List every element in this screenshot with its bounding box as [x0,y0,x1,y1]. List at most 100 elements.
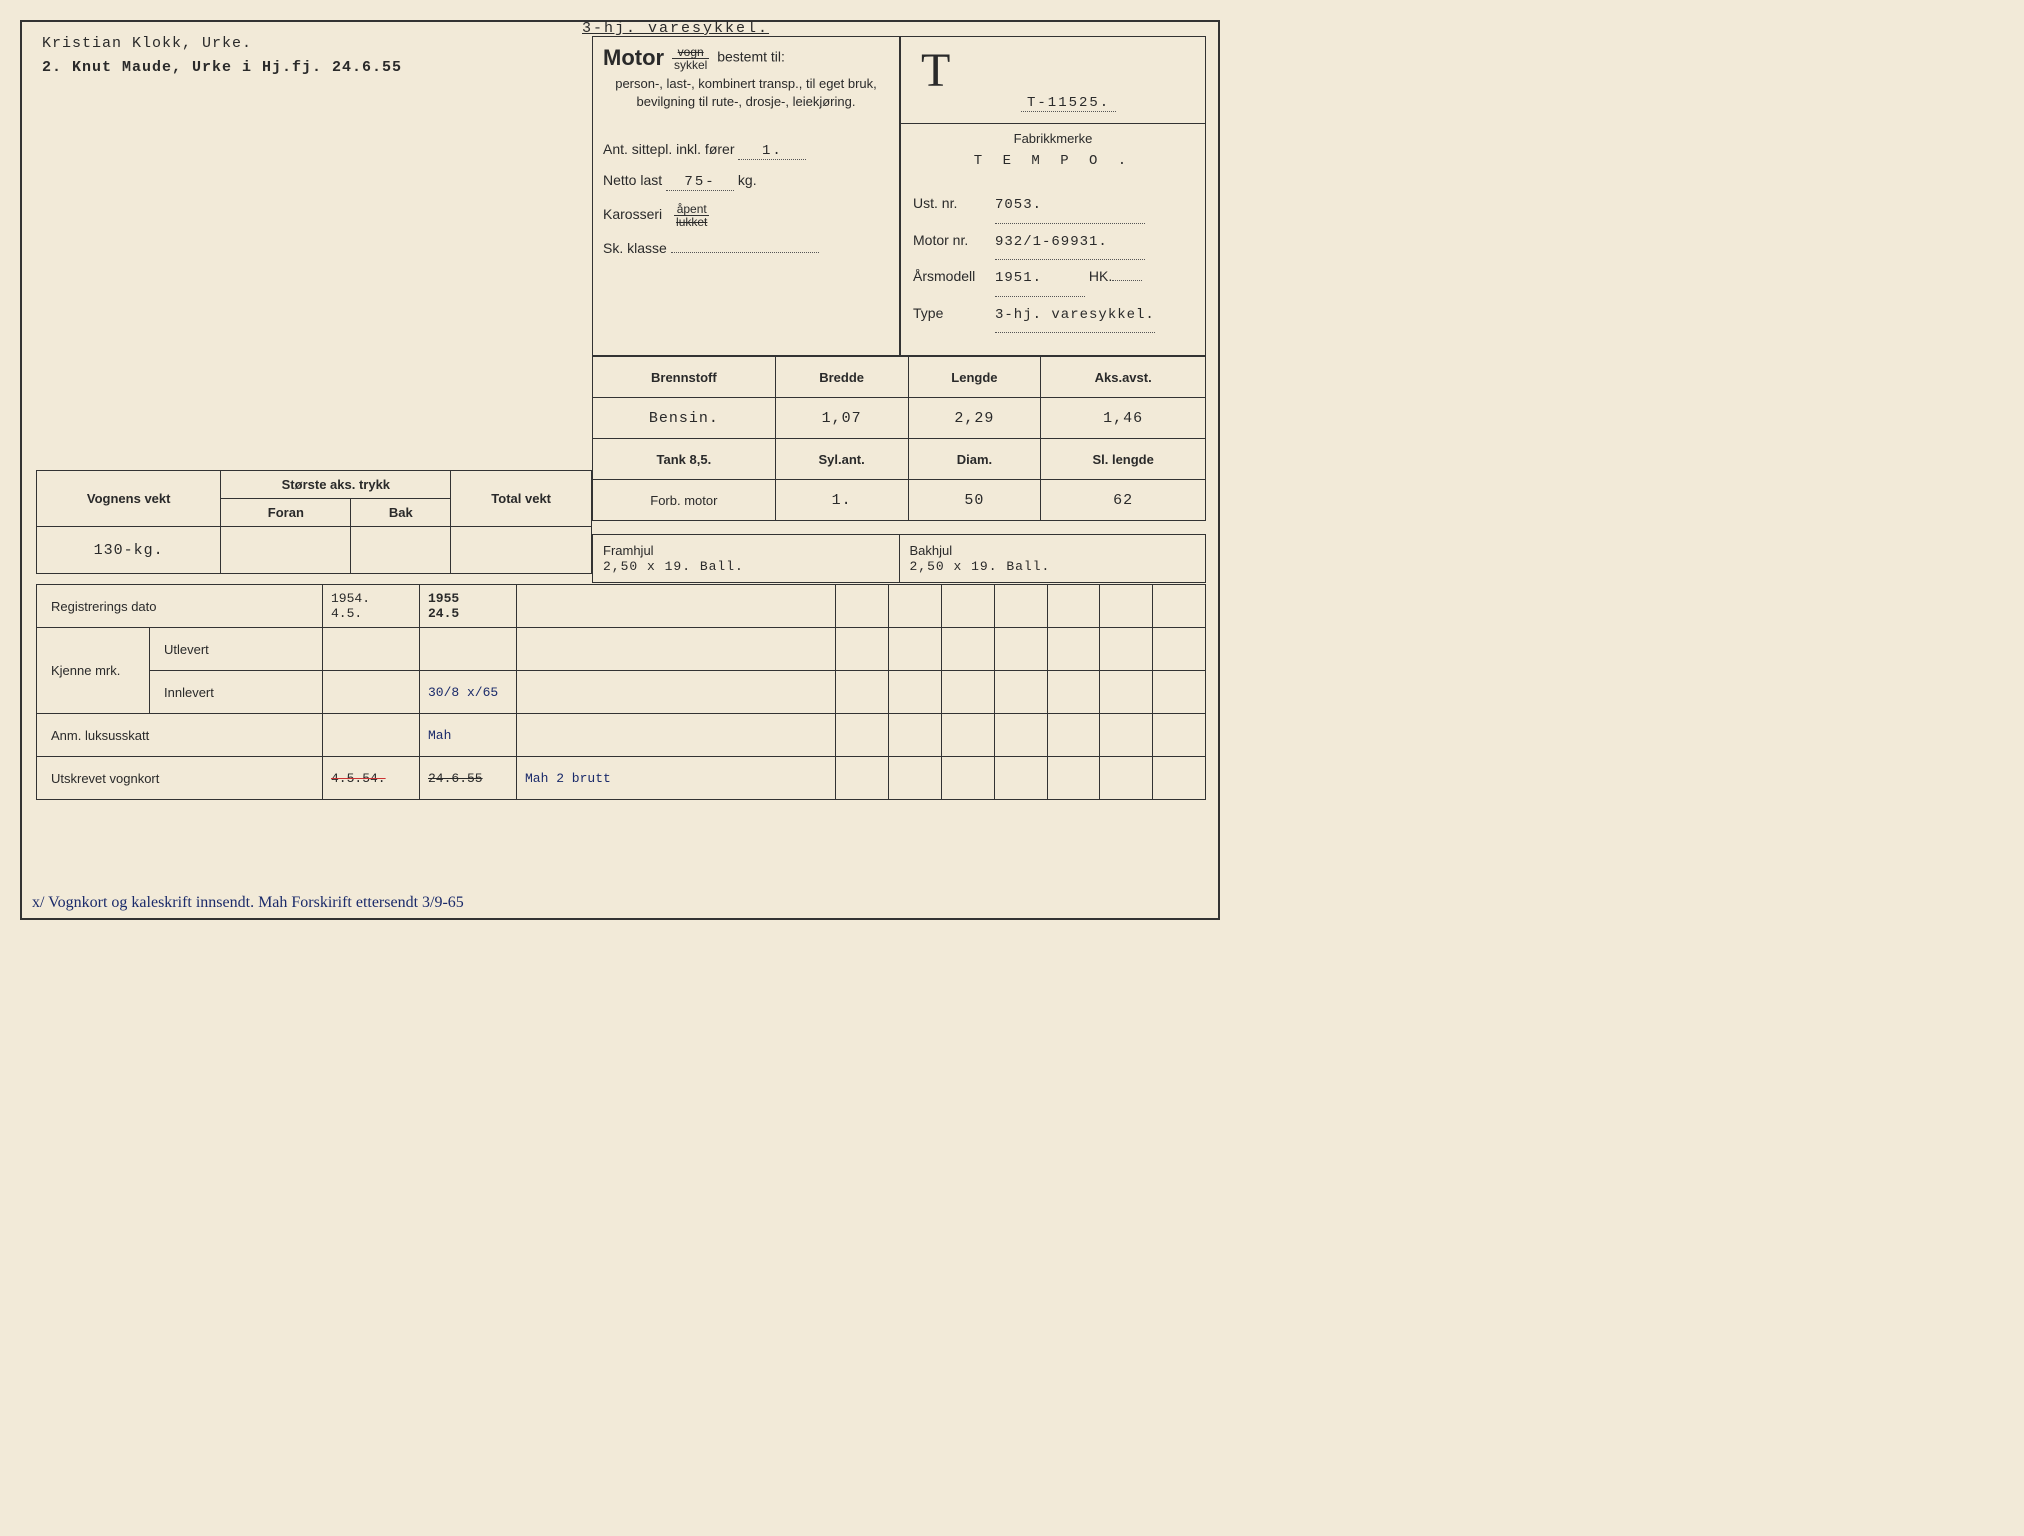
cell [889,585,942,628]
cell [420,628,517,671]
cell [1100,757,1153,800]
cell [1153,628,1206,671]
vognkort-1: 4.5.54. [323,757,420,800]
h-totalvekt: Total vekt [451,471,592,527]
vehicle-type-fraction: vogn sykkel [672,46,709,71]
cell [323,628,420,671]
utlevert-label: Utlevert [150,628,323,671]
cell [889,671,942,714]
weight-table: Vognens vekt Største aks. trykk Total ve… [36,470,592,574]
cell [889,714,942,757]
divider [901,123,1205,124]
motor-title: Motor [603,45,664,71]
cell [941,585,994,628]
v-brennstoff: Bensin. [593,398,776,439]
cell [517,585,836,628]
sk-klasse-value [671,252,819,253]
spec-table: Brennstoff Bredde Lengde Aks.avst. Bensi… [592,356,1206,521]
seats-value: 1. [738,143,806,160]
framhjul-value: 2,50 x 19. Ball. [603,559,744,574]
cell [1100,585,1153,628]
year-label: Årsmodell [913,260,995,294]
reg-number: T-11525. [1021,95,1116,112]
karosseri-label: Karosseri [603,207,662,223]
cell [941,757,994,800]
bottom-table: Registrerings dato 1954.4.5. 195524.5 Kj… [36,584,1206,800]
anm-value: Mah [420,714,517,757]
cell [1153,585,1206,628]
cell [889,628,942,671]
anm-label: Anm. luksusskatt [37,714,323,757]
bakhjul-cell: Bakhjul 2,50 x 19. Ball. [899,535,1206,583]
purpose-text: person-, last-, kombinert transp., til e… [603,75,889,111]
cell [517,714,836,757]
cell [994,585,1047,628]
registration-card: 3-hj. varesykkel. Kristian Klokk, Urke. … [20,20,1220,920]
cell [836,714,889,757]
v-sylant: 1. [775,480,908,521]
fabrikkmerke-label: Fabrikkmerke [901,131,1205,146]
seats-label: Ant. sittepl. inkl. fører [603,141,734,157]
registration-box: T T-11525. Fabrikkmerke T E M P O . Ust.… [900,36,1206,356]
h-bak: Bak [351,499,451,527]
hk-label: HK. [1089,268,1112,284]
owner-1: Kristian Klokk, Urke. [42,32,582,56]
h-lengde: Lengde [908,357,1041,398]
hk-value [1112,280,1142,281]
framhjul-cell: Framhjul 2,50 x 19. Ball. [593,535,900,583]
cell [517,671,836,714]
v-aksavst: 1,46 [1041,398,1206,439]
cell [1100,714,1153,757]
cell [941,671,994,714]
cell [994,757,1047,800]
v-lengde: 2,29 [908,398,1041,439]
vognkort-2: 24.6.55 [420,757,517,800]
cell [1047,628,1100,671]
cell [836,628,889,671]
motornr-label: Motor nr. [913,224,995,258]
h-sllengde: Sl. lengde [1041,439,1206,480]
cell [1100,628,1153,671]
cell [941,628,994,671]
h-vognvekt: Vognens vekt [37,471,221,527]
kjenne-label: Kjenne mrk. [37,628,150,714]
type-label: Type [913,297,995,331]
v-totalvekt [451,527,592,574]
cell [889,757,942,800]
h-bredde: Bredde [775,357,908,398]
netto-label: Netto last [603,172,662,188]
owners-block: Kristian Klokk, Urke. 2. Knut Maude, Urk… [42,32,582,462]
v-bredde: 1,07 [775,398,908,439]
h-brennstoff: Brennstoff [593,357,776,398]
cell [1153,757,1206,800]
v-diam: 50 [908,480,1041,521]
sk-klasse-label: Sk. klasse [603,240,667,256]
regdato-label: Registrerings dato [37,585,323,628]
forb-motor-label: Forb. motor [593,480,776,521]
vognkort-label: Utskrevet vognkort [37,757,323,800]
netto-unit: kg. [738,172,757,188]
innlevert-label: Innlevert [150,671,323,714]
cell [1153,671,1206,714]
cell [836,585,889,628]
h-akstrykk: Største aks. trykk [221,471,451,499]
ust-value: 7053. [995,189,1145,224]
vognkort-3: Mah 2 brutt [517,757,836,800]
cell [941,714,994,757]
ust-label: Ust. nr. [913,187,995,221]
regdato-1: 1954.4.5. [323,585,420,628]
h-aksavst: Aks.avst. [1041,357,1206,398]
type-value: 3-hj. varesykkel. [995,299,1155,334]
cell [1047,671,1100,714]
cell [994,671,1047,714]
big-t: T [921,43,950,98]
motornr-value: 932/1-69931. [995,226,1145,261]
owner-2: 2. Knut Maude, Urke i Hj.fj. 24.6.55 [42,56,582,80]
v-bak [351,527,451,574]
wheel-table: Framhjul 2,50 x 19. Ball. Bakhjul 2,50 x… [592,534,1206,583]
cell [836,671,889,714]
netto-value: 75- [666,174,734,191]
cell [1047,757,1100,800]
fabrikkmerke-value: T E M P O . [901,153,1205,169]
regdato-2: 195524.5 [420,585,517,628]
